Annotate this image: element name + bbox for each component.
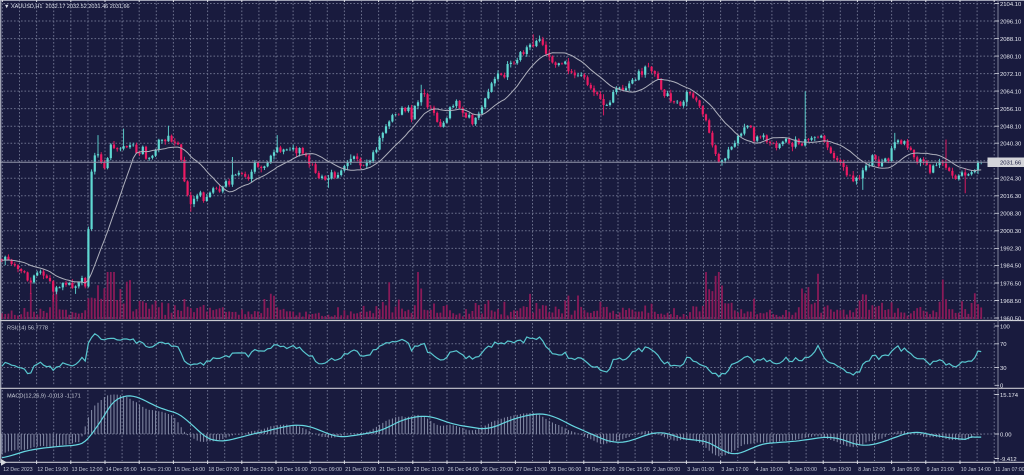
- svg-text:1968.50: 1968.50: [1000, 299, 1022, 305]
- svg-text:14 Dec 21:00: 14 Dec 21:00: [140, 467, 171, 473]
- svg-text:RSI(14) 56.7778: RSI(14) 56.7778: [7, 326, 48, 332]
- svg-text:18 Dec 23:00: 18 Dec 23:00: [243, 467, 274, 473]
- svg-text:12 Dec 19:00: 12 Dec 19:00: [37, 467, 68, 473]
- svg-text:27 Dec 13:00: 27 Dec 13:00: [516, 467, 547, 473]
- svg-text:5 Jan 19:00: 5 Jan 19:00: [824, 467, 851, 473]
- svg-text:8 Jan 12:00: 8 Jan 12:00: [858, 467, 885, 473]
- svg-text:0.00: 0.00: [1000, 432, 1012, 438]
- svg-text:2064.10: 2064.10: [1000, 89, 1022, 95]
- svg-text:2072.10: 2072.10: [1000, 72, 1022, 78]
- svg-text:2016.30: 2016.30: [1000, 194, 1022, 200]
- svg-text:3 Jan 17:00: 3 Jan 17:00: [721, 467, 748, 473]
- svg-text:2096.10: 2096.10: [1000, 19, 1022, 25]
- svg-text:2 Jan 08:00: 2 Jan 08:00: [653, 467, 680, 473]
- svg-text:10 Jan 14:00: 10 Jan 14:00: [961, 467, 991, 473]
- svg-text:26 Dec 04:00: 26 Dec 04:00: [448, 467, 479, 473]
- svg-text:9 Jan 05:00: 9 Jan 05:00: [892, 467, 919, 473]
- svg-text:2056.10: 2056.10: [1000, 107, 1022, 113]
- svg-text:▼ XAUUSD,H1 2032.17 2032.52 2: ▼ XAUUSD,H1 2032.17 2032.52 2031.46 2031…: [4, 4, 130, 10]
- svg-text:29 Dec 15:00: 29 Dec 15:00: [619, 467, 650, 473]
- svg-text:2040.30: 2040.30: [1000, 142, 1022, 148]
- svg-text:2048.10: 2048.10: [1000, 125, 1022, 131]
- svg-text:1984.50: 1984.50: [1000, 264, 1022, 270]
- svg-text:MACD(12,26,9) -0.013 -1.171: MACD(12,26,9) -0.013 -1.171: [7, 394, 81, 400]
- svg-text:2080.10: 2080.10: [1000, 54, 1022, 60]
- svg-text:1960.50: 1960.50: [1000, 316, 1022, 322]
- svg-text:9 Jan 21:00: 9 Jan 21:00: [927, 467, 954, 473]
- svg-text:18 Dec 07:00: 18 Dec 07:00: [208, 467, 239, 473]
- svg-text:1992.30: 1992.30: [1000, 247, 1022, 253]
- svg-text:11 Jan 07:00: 11 Jan 07:00: [995, 467, 1024, 473]
- svg-text:0: 0: [1000, 384, 1004, 390]
- svg-text:1976.50: 1976.50: [1000, 281, 1022, 287]
- svg-text:30: 30: [1000, 366, 1007, 372]
- svg-text:5 Jan 03:00: 5 Jan 03:00: [790, 467, 817, 473]
- svg-text:15.174: 15.174: [1000, 393, 1019, 399]
- svg-text:2024.30: 2024.30: [1000, 177, 1022, 183]
- svg-text:13 Dec 12:00: 13 Dec 12:00: [72, 467, 103, 473]
- svg-text:28 Dec 06:00: 28 Dec 06:00: [550, 467, 581, 473]
- svg-text:21 Dec 18:00: 21 Dec 18:00: [379, 467, 410, 473]
- svg-text:100: 100: [1000, 324, 1011, 330]
- svg-text:3 Jan 01:00: 3 Jan 01:00: [687, 467, 714, 473]
- svg-text:4 Jan 10:00: 4 Jan 10:00: [756, 467, 783, 473]
- svg-text:2104.10: 2104.10: [1000, 2, 1022, 8]
- svg-text:2000.30: 2000.30: [1000, 229, 1022, 235]
- svg-text:2031.66: 2031.66: [1000, 161, 1022, 167]
- svg-text:28 Dec 22:00: 28 Dec 22:00: [585, 467, 616, 473]
- svg-text:2008.30: 2008.30: [1000, 212, 1022, 218]
- svg-text:26 Dec 20:00: 26 Dec 20:00: [482, 467, 513, 473]
- svg-text:14 Dec 05:00: 14 Dec 05:00: [106, 467, 137, 473]
- svg-text:70: 70: [1000, 342, 1007, 348]
- svg-text:19 Dec 16:00: 19 Dec 16:00: [277, 467, 308, 473]
- svg-text:21 Dec 02:00: 21 Dec 02:00: [345, 467, 376, 473]
- svg-text:15 Dec 14:00: 15 Dec 14:00: [174, 467, 205, 473]
- svg-text:12 Dec 2023: 12 Dec 2023: [3, 467, 33, 473]
- svg-text:-9.412: -9.412: [1000, 457, 1017, 463]
- svg-text:20 Dec 09:00: 20 Dec 09:00: [311, 467, 342, 473]
- svg-text:2088.10: 2088.10: [1000, 37, 1022, 43]
- svg-text:22 Dec 11:00: 22 Dec 11:00: [414, 467, 445, 473]
